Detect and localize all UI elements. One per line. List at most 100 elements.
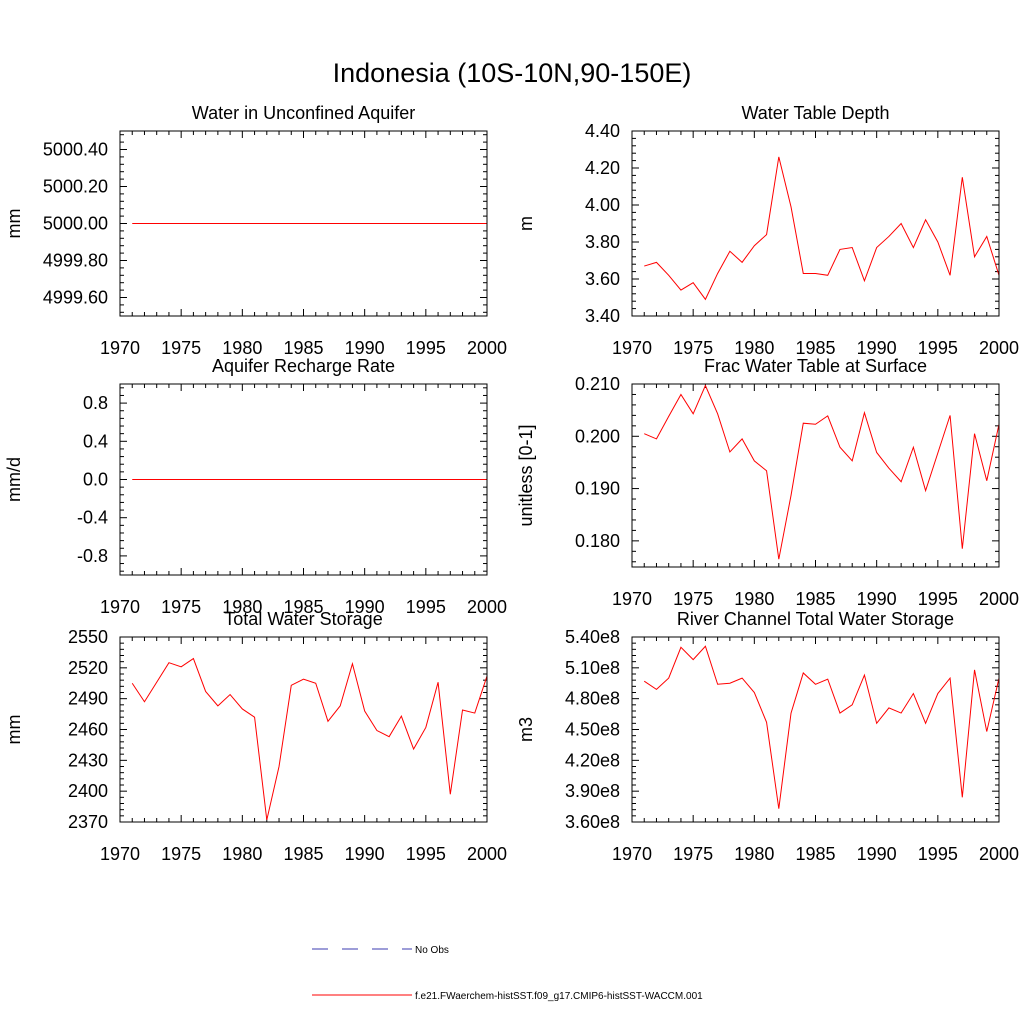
- y-tick-label: 2370: [68, 812, 108, 832]
- plot-frame: [631, 130, 1000, 317]
- y-tick-label: 4999.60: [43, 288, 108, 308]
- panel-title: River Channel Total Water Storage: [677, 609, 954, 629]
- series-line: [644, 156, 1000, 301]
- x-tick-label: 1980: [222, 338, 262, 358]
- x-tick-label: 1980: [734, 589, 774, 609]
- x-tick-label: 1985: [283, 597, 323, 617]
- panel-title: Frac Water Table at Surface: [704, 356, 927, 376]
- x-tick-label: 1990: [345, 844, 385, 864]
- y-tick-label: 3.90e8: [565, 781, 620, 801]
- plot-frame: [119, 383, 488, 576]
- x-tick-label: 1970: [100, 844, 140, 864]
- y-tick-label: 2490: [68, 689, 108, 709]
- legend-label-no-obs: No Obs: [415, 945, 449, 956]
- x-tick-label: 1975: [161, 338, 201, 358]
- y-tick-label: 2550: [68, 627, 108, 647]
- x-tick-label: 1970: [100, 597, 140, 617]
- x-tick-label: 1990: [857, 589, 897, 609]
- x-tick-label: 1985: [283, 844, 323, 864]
- y-tick-label: 0.180: [575, 531, 620, 551]
- chart-panel: Total Water Storage mm 1970 1975 1980 1985 199…: [4, 609, 507, 864]
- y-tick-label: 4.20: [585, 158, 620, 178]
- x-tick-label: 1980: [734, 844, 774, 864]
- y-tick-label: 4.00: [585, 195, 620, 215]
- chart-panel: Frac Water Table at Surface unitless [0-1…: [516, 356, 1019, 609]
- legend-item-no-obs: No Obs: [312, 945, 449, 956]
- panel-title: Water in Unconfined Aquifer: [192, 103, 415, 123]
- x-tick-label: 2000: [979, 844, 1019, 864]
- plot-frame: [119, 130, 488, 317]
- x-tick-label: 1970: [612, 844, 652, 864]
- x-tick-label: 2000: [979, 589, 1019, 609]
- x-tick-label: 1980: [734, 338, 774, 358]
- x-tick-label: 1975: [161, 844, 201, 864]
- y-tick-label: 5000.00: [43, 214, 108, 234]
- x-tick-label: 1970: [612, 589, 652, 609]
- y-tick-label: 2460: [68, 720, 108, 740]
- x-tick-label: 2000: [979, 338, 1019, 358]
- x-tick-label: 1995: [918, 338, 958, 358]
- y-tick-label: 0.210: [575, 374, 620, 394]
- legend: No Obs f.e21.FWaerchem-histSST.f09_g17.C…: [312, 945, 703, 1002]
- y-tick-label: 5.40e8: [565, 627, 620, 647]
- y-axis-label: m: [516, 216, 536, 231]
- series-line: [644, 384, 1000, 560]
- x-tick-label: 1995: [918, 589, 958, 609]
- y-axis-label: m3: [516, 717, 536, 742]
- x-tick-label: 1975: [161, 597, 201, 617]
- x-tick-label: 1985: [795, 338, 835, 358]
- x-tick-label: 1985: [795, 589, 835, 609]
- x-tick-label: 1975: [673, 589, 713, 609]
- x-tick-label: 1970: [100, 338, 140, 358]
- x-tick-label: 1980: [222, 597, 262, 617]
- y-axis-label: mm: [4, 209, 24, 239]
- y-tick-label: 4.80e8: [565, 689, 620, 709]
- x-tick-label: 1995: [406, 338, 446, 358]
- y-tick-label: 4999.80: [43, 251, 108, 271]
- y-tick-label: 5000.40: [43, 140, 108, 160]
- x-tick-label: 1995: [406, 597, 446, 617]
- y-tick-label: 0.200: [575, 426, 620, 446]
- y-tick-label: 0.190: [575, 479, 620, 499]
- x-tick-label: 2000: [467, 338, 507, 358]
- x-tick-label: 1995: [918, 844, 958, 864]
- y-tick-label: 4.20e8: [565, 750, 620, 770]
- x-tick-label: 2000: [467, 844, 507, 864]
- chart-panel: River Channel Total Water Storage m3 1970 1…: [516, 609, 1019, 864]
- y-tick-label: 5000.20: [43, 177, 108, 197]
- x-tick-label: 1985: [283, 338, 323, 358]
- y-tick-label: 4.40: [585, 121, 620, 141]
- chart-panel: Water in Unconfined Aquifer mm 1970 1975 198…: [4, 103, 507, 358]
- plot-frame: [119, 636, 488, 823]
- y-tick-label: -0.4: [77, 508, 108, 528]
- y-tick-label: -0.8: [77, 546, 108, 566]
- y-tick-label: 0.8: [83, 393, 108, 413]
- y-axis-label: unitless [0-1]: [516, 424, 536, 526]
- x-tick-label: 1995: [406, 844, 446, 864]
- x-tick-label: 1970: [612, 338, 652, 358]
- legend-item-model-run: f.e21.FWaerchem-histSST.f09_g17.CMIP6-hi…: [312, 991, 703, 1002]
- panels: Water in Unconfined Aquifer mm 1970 1975 198…: [4, 103, 1019, 864]
- panel-title: Total Water Storage: [224, 609, 382, 629]
- y-axis-label: mm/d: [4, 457, 24, 502]
- series-line: [131, 657, 488, 821]
- figure-title: Indonesia (10S-10N,90-150E): [333, 58, 692, 88]
- panel-title: Water Table Depth: [741, 103, 889, 123]
- y-tick-label: 3.80: [585, 232, 620, 252]
- y-tick-label: 2400: [68, 781, 108, 801]
- x-tick-label: 1990: [345, 597, 385, 617]
- y-tick-label: 3.60e8: [565, 812, 620, 832]
- y-tick-label: 3.60: [585, 269, 620, 289]
- y-tick-label: 2520: [68, 658, 108, 678]
- chart-panel: Water Table Depth m 1970 1975 1980 1985 1990 19…: [516, 103, 1019, 358]
- y-tick-label: 4.50e8: [565, 720, 620, 740]
- chart-panel: Aquifer Recharge Rate mm/d 1970 1975 1980 198…: [4, 356, 507, 617]
- x-tick-label: 2000: [467, 597, 507, 617]
- x-tick-label: 1990: [345, 338, 385, 358]
- plot-frame: [631, 383, 1000, 568]
- x-tick-label: 1980: [222, 844, 262, 864]
- y-axis-label: mm: [4, 715, 24, 745]
- panel-title: Aquifer Recharge Rate: [212, 356, 395, 376]
- y-tick-label: 5.10e8: [565, 658, 620, 678]
